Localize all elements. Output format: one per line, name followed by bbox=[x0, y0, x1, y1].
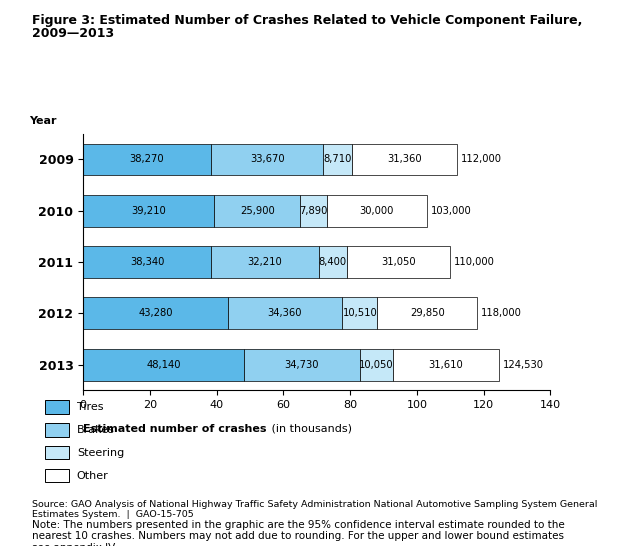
Bar bbox=[301, 195, 327, 227]
Text: Year: Year bbox=[29, 116, 57, 126]
Bar bbox=[319, 246, 347, 278]
Bar bbox=[228, 298, 342, 329]
Bar bbox=[360, 349, 394, 381]
Bar bbox=[83, 144, 211, 175]
Bar bbox=[353, 144, 457, 175]
Text: 8,400: 8,400 bbox=[319, 257, 347, 267]
Text: 118,000: 118,000 bbox=[481, 308, 522, 318]
Bar bbox=[244, 349, 360, 381]
Text: Other: Other bbox=[77, 471, 109, 480]
Text: 110,000: 110,000 bbox=[454, 257, 495, 267]
Text: 29,850: 29,850 bbox=[410, 308, 445, 318]
Text: 31,610: 31,610 bbox=[429, 360, 463, 370]
Text: 8,710: 8,710 bbox=[324, 155, 352, 164]
Text: 38,270: 38,270 bbox=[130, 155, 164, 164]
Bar bbox=[211, 144, 323, 175]
Bar bbox=[83, 298, 228, 329]
Bar bbox=[327, 195, 427, 227]
Text: 112,000: 112,000 bbox=[461, 155, 502, 164]
Text: 39,210: 39,210 bbox=[131, 206, 166, 216]
Bar bbox=[378, 298, 477, 329]
Text: 30,000: 30,000 bbox=[360, 206, 394, 216]
Text: 2009—2013: 2009—2013 bbox=[32, 27, 114, 40]
Bar bbox=[214, 195, 301, 227]
Text: 43,280: 43,280 bbox=[138, 308, 173, 318]
Bar bbox=[83, 349, 244, 381]
Text: 103,000: 103,000 bbox=[431, 206, 472, 216]
Bar bbox=[211, 246, 319, 278]
Text: Note: The numbers presented in the graphic are the 95% confidence interval estim: Note: The numbers presented in the graph… bbox=[32, 520, 564, 546]
Text: 48,140: 48,140 bbox=[147, 360, 180, 370]
Bar bbox=[83, 195, 214, 227]
Text: Figure 3: Estimated Number of Crashes Related to Vehicle Component Failure,: Figure 3: Estimated Number of Crashes Re… bbox=[32, 14, 582, 27]
Text: 25,900: 25,900 bbox=[240, 206, 275, 216]
Text: 38,340: 38,340 bbox=[130, 257, 164, 267]
Bar bbox=[394, 349, 499, 381]
Text: 34,730: 34,730 bbox=[285, 360, 319, 370]
Text: Estimated number of crashes: Estimated number of crashes bbox=[83, 424, 267, 434]
Text: Steering: Steering bbox=[77, 448, 124, 458]
Bar bbox=[323, 144, 353, 175]
Bar bbox=[342, 298, 378, 329]
Text: 34,360: 34,360 bbox=[268, 308, 302, 318]
Text: 10,050: 10,050 bbox=[359, 360, 394, 370]
Text: Brakes: Brakes bbox=[77, 425, 115, 435]
Text: 32,210: 32,210 bbox=[248, 257, 282, 267]
Text: 124,530: 124,530 bbox=[503, 360, 544, 370]
Text: 33,670: 33,670 bbox=[250, 155, 284, 164]
Text: 31,050: 31,050 bbox=[381, 257, 416, 267]
Text: (in thousands): (in thousands) bbox=[268, 424, 352, 434]
Bar bbox=[347, 246, 451, 278]
Text: Source: GAO Analysis of National Highway Traffic Safety Administration National : Source: GAO Analysis of National Highway… bbox=[32, 500, 597, 519]
Text: 7,890: 7,890 bbox=[300, 206, 328, 216]
Bar bbox=[83, 246, 211, 278]
Text: 31,360: 31,360 bbox=[387, 155, 422, 164]
Text: 10,510: 10,510 bbox=[342, 308, 377, 318]
Text: Tires: Tires bbox=[77, 402, 103, 412]
